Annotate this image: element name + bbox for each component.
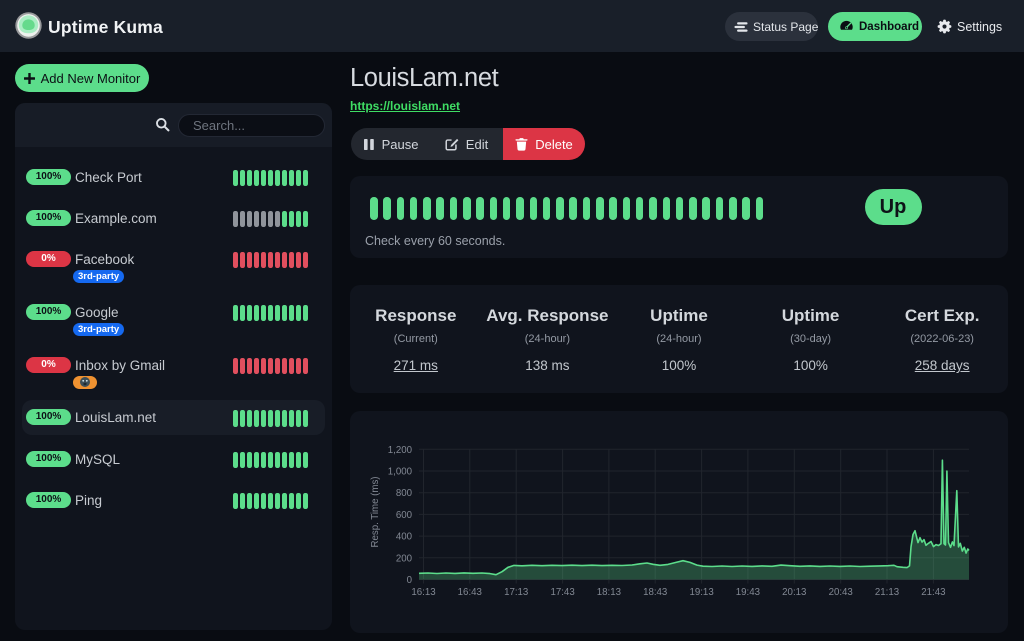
svg-text:20:43: 20:43 (829, 587, 853, 598)
svg-text:19:43: 19:43 (736, 587, 760, 598)
svg-text:18:43: 18:43 (643, 587, 667, 598)
svg-text:16:43: 16:43 (458, 587, 482, 598)
svg-text:800: 800 (396, 488, 413, 499)
svg-text:Resp. Time (ms): Resp. Time (ms) (370, 476, 381, 547)
svg-text:200: 200 (396, 553, 413, 564)
svg-text:400: 400 (396, 532, 413, 543)
svg-text:21:43: 21:43 (921, 587, 945, 598)
svg-text:19:13: 19:13 (689, 587, 713, 598)
svg-text:17:13: 17:13 (504, 587, 528, 598)
svg-text:20:13: 20:13 (782, 587, 806, 598)
svg-text:1,200: 1,200 (388, 445, 413, 456)
svg-text:600: 600 (396, 510, 413, 521)
svg-text:21:13: 21:13 (875, 587, 899, 598)
svg-text:17:43: 17:43 (550, 587, 574, 598)
svg-text:1,000: 1,000 (388, 467, 413, 478)
svg-text:18:13: 18:13 (597, 587, 621, 598)
svg-text:0: 0 (407, 575, 413, 586)
svg-text:16:13: 16:13 (411, 587, 435, 598)
